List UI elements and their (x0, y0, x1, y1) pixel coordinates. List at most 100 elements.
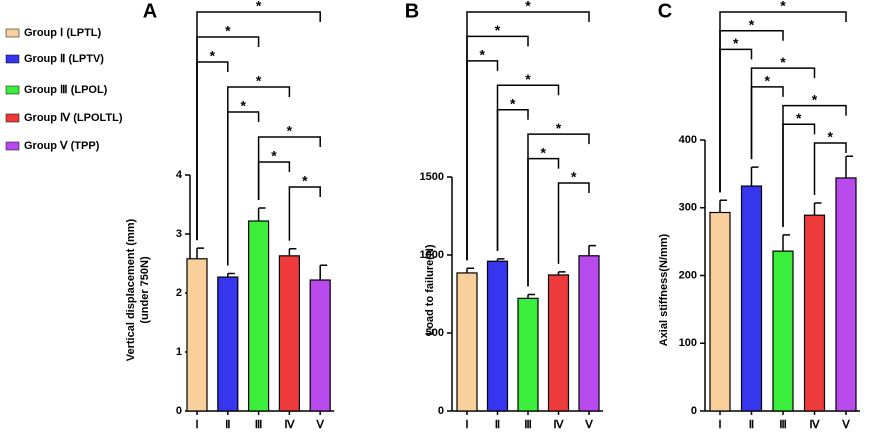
y-tick-label: 200 (679, 269, 697, 281)
significance-label: * (271, 148, 277, 164)
significance-label: * (495, 22, 501, 38)
error-bar (719, 199, 727, 213)
panel-label: C (658, 0, 672, 22)
error-bar (813, 202, 822, 216)
y-tick-label: 1 (176, 346, 182, 358)
error-bar (288, 248, 297, 256)
legend-swatch (5, 113, 20, 123)
legend-label: Group Ⅴ (TPP) (24, 140, 100, 152)
significance-label: * (541, 144, 547, 160)
error-bar (845, 155, 853, 178)
significance-bracket (719, 48, 753, 193)
significance-label: * (525, 0, 531, 14)
significance-bracket (496, 108, 529, 251)
y-tick-label: 500 (426, 327, 444, 339)
y-tick-label: 1000 (420, 249, 444, 261)
error-bar (750, 166, 759, 187)
significance-label: * (480, 47, 486, 63)
legend-label: Group Ⅲ (LPOL) (24, 84, 108, 96)
bar (578, 255, 600, 412)
significance-label: * (240, 98, 246, 114)
significance-label: * (733, 35, 739, 51)
significance-label: * (796, 110, 802, 126)
legend-swatch (5, 54, 20, 64)
legend-swatch (5, 85, 20, 95)
bar (248, 220, 270, 412)
significance-label: * (525, 71, 531, 87)
legend-label: Group Ⅰ (LPTL) (24, 27, 102, 39)
significance-label: * (210, 48, 216, 64)
legend-swatch (5, 141, 20, 151)
significance-label: * (225, 23, 231, 39)
error-bar (257, 207, 266, 222)
bar (803, 214, 826, 412)
x-tick-label: Ⅴ (584, 419, 593, 431)
bar (456, 272, 478, 412)
y-tick-label: 300 (679, 202, 697, 214)
x-tick-label: Ⅱ (749, 419, 754, 431)
significance-bracket (527, 157, 560, 287)
x-tick-label: Ⅰ (718, 419, 721, 431)
significance-label: * (556, 120, 562, 136)
error-bar (496, 258, 505, 262)
bar (278, 255, 300, 412)
significance-label: * (256, 0, 262, 14)
y-axis-label: (under 750N) (139, 256, 151, 324)
significance-label: * (828, 129, 834, 145)
significance-label: * (812, 91, 818, 107)
y-tick-label: 3 (176, 228, 182, 240)
significance-label: * (510, 95, 516, 111)
significance-bracket (466, 60, 499, 261)
panel-label: B (405, 0, 419, 22)
bar (835, 177, 857, 412)
significance-bracket (227, 111, 260, 266)
y-tick-label: 400 (679, 134, 697, 146)
error-bar (588, 244, 596, 256)
legend-swatch (5, 28, 20, 38)
significance-bracket (750, 86, 784, 160)
significance-bracket (196, 61, 229, 241)
x-tick-label: Ⅴ (841, 419, 850, 431)
x-tick-label: Ⅴ (315, 419, 324, 431)
error-bar (319, 264, 328, 281)
x-tick-label: Ⅱ (225, 419, 230, 431)
significance-bracket (257, 161, 291, 201)
significance-label: * (256, 73, 262, 89)
y-tick-label: 0 (438, 405, 444, 417)
bar (486, 260, 509, 412)
x-tick-label: Ⅲ (255, 419, 263, 431)
y-tick-label: 0 (691, 405, 697, 417)
significance-bracket (557, 182, 590, 264)
bar (547, 274, 570, 412)
significance-label: * (302, 173, 308, 189)
bar (709, 211, 731, 412)
error-bar (466, 267, 474, 273)
y-tick-label: 2 (176, 287, 182, 299)
significance-bracket (813, 142, 847, 196)
significance-label: * (287, 123, 293, 139)
x-tick-label: Ⅱ (495, 419, 500, 431)
legend-label: Group Ⅱ (LPTV) (24, 53, 104, 65)
x-tick-label: Ⅲ (779, 419, 787, 431)
significance-label: * (571, 169, 577, 185)
significance-label: * (765, 73, 771, 89)
bar (186, 258, 208, 412)
y-axis-label: Vertical displacement (mm) (125, 218, 137, 361)
legend-label: Group Ⅳ (LPOLTL) (24, 112, 123, 124)
x-tick-label: Ⅰ (195, 419, 198, 431)
bar (217, 276, 239, 412)
bar (740, 185, 763, 412)
error-bar (527, 293, 535, 299)
x-tick-label: Ⅳ (809, 419, 820, 431)
significance-label: * (780, 0, 786, 14)
x-tick-label: Ⅰ (465, 419, 468, 431)
y-axis-label: Load to failure(N) (424, 244, 436, 335)
bar (517, 297, 539, 412)
panel-label: A (143, 0, 157, 22)
error-bar (557, 271, 566, 275)
x-tick-label: Ⅲ (524, 419, 532, 431)
y-tick-label: 4 (176, 169, 183, 181)
y-tick-label: 100 (679, 337, 697, 349)
significance-label: * (749, 16, 755, 32)
